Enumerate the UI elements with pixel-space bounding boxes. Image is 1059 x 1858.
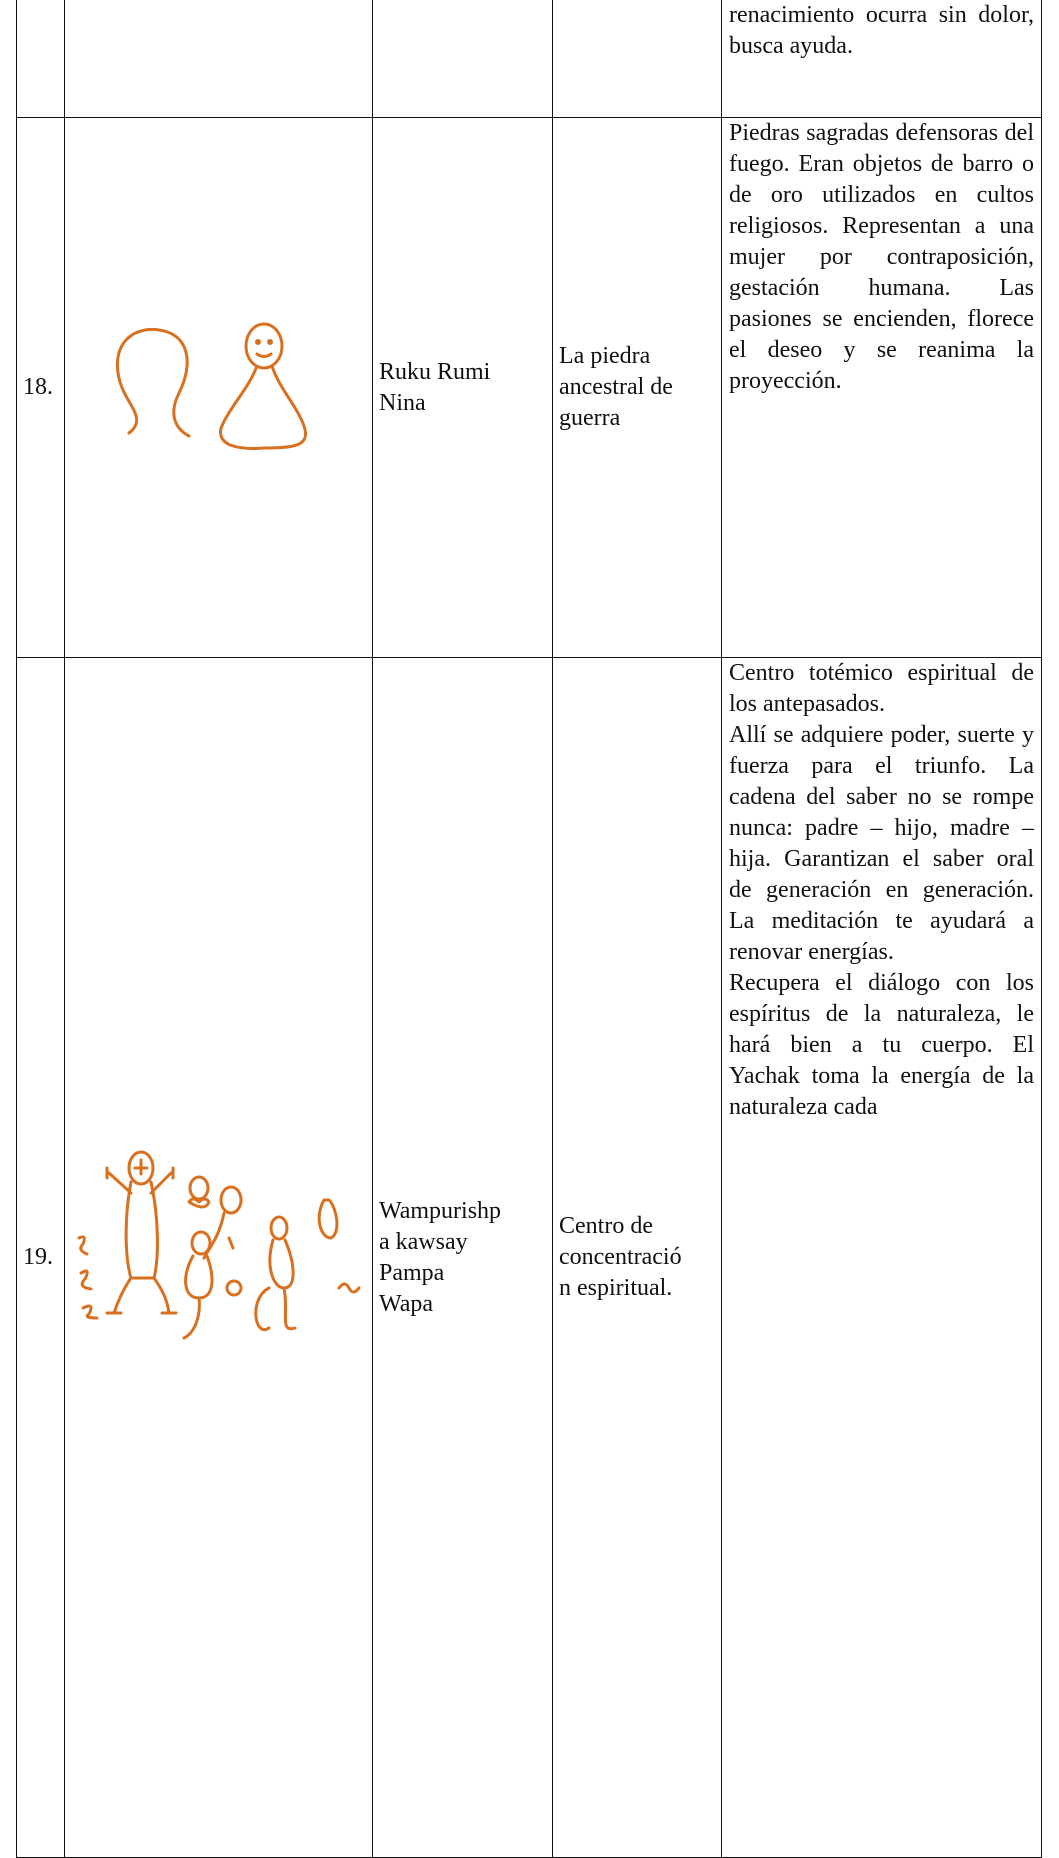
description-cell: renacimiento ocurra sin dolor, busca ayu… bbox=[721, 0, 1042, 118]
row-number: 18. bbox=[16, 117, 65, 658]
name-cell: Ruku Rumi Nina bbox=[372, 117, 553, 658]
description-cell: Centro totémico espiritual de los antepa… bbox=[721, 657, 1042, 1858]
description-paragraph: Recupera el diálogo con los espíritus de… bbox=[729, 970, 1034, 1120]
description-paragraph: Centro totémico espiritual de los antepa… bbox=[729, 660, 1034, 717]
row-number bbox=[16, 0, 65, 118]
name-line: a kawsay bbox=[379, 1228, 468, 1255]
description-paragraph: renacimiento ocurra sin dolor, busca ayu… bbox=[729, 2, 1034, 59]
name-cell bbox=[372, 0, 553, 118]
meaning-cell bbox=[552, 0, 722, 118]
meaning-line: n espiritual. bbox=[559, 1275, 673, 1301]
meaning-line: ancestral de bbox=[559, 374, 673, 400]
table-row: renacimiento ocurra sin dolor, busca ayu… bbox=[16, 0, 1042, 118]
page: renacimiento ocurra sin dolor, busca ayu… bbox=[16, 0, 1042, 1858]
name-line: Ruku Rumi bbox=[379, 358, 491, 385]
petroglyph-table: renacimiento ocurra sin dolor, busca ayu… bbox=[16, 0, 1042, 1858]
meaning-cell: La piedra ancestral de guerra bbox=[552, 117, 722, 658]
meaning-line: guerra bbox=[559, 405, 621, 431]
row-number: 19. bbox=[16, 657, 65, 1858]
petroglyph-drawing bbox=[115, 322, 307, 450]
drawing-cell bbox=[64, 117, 373, 658]
row-number-text: 18. bbox=[23, 374, 53, 400]
name-line: Wapa bbox=[379, 1290, 434, 1317]
description-cell: Piedras sagradas defensoras del fuego. E… bbox=[721, 117, 1042, 658]
description-paragraph: Allí se adquiere poder, suerte y fuerza … bbox=[729, 722, 1034, 965]
name-line: Pampa bbox=[379, 1259, 445, 1286]
meaning-line: La piedra bbox=[559, 343, 651, 369]
name-line: Wampurishp bbox=[379, 1197, 502, 1224]
name-line: Nina bbox=[379, 389, 426, 416]
drawing-cell bbox=[64, 657, 373, 1858]
meaning-cell: Centro de concentració n espiritual. bbox=[552, 657, 722, 1858]
table-row: 18. Ruku Rumi Nina La piedra ancestral de gu… bbox=[16, 117, 1042, 658]
drawing-cell bbox=[64, 0, 373, 118]
description-paragraph: Piedras sagradas defensoras del fuego. E… bbox=[729, 120, 1034, 394]
row-number-text: 19. bbox=[23, 1244, 53, 1270]
meaning-line: Centro de bbox=[559, 1213, 653, 1239]
petroglyph-drawing bbox=[77, 1150, 360, 1340]
table-row: 19. Wampurishp a kawsay Pampa Wapa Centro de… bbox=[16, 657, 1042, 1858]
name-cell: Wampurishp a kawsay Pampa Wapa bbox=[372, 657, 553, 1858]
table-body: renacimiento ocurra sin dolor, busca ayu… bbox=[16, 0, 1042, 1858]
meaning-line: concentració bbox=[559, 1244, 682, 1270]
